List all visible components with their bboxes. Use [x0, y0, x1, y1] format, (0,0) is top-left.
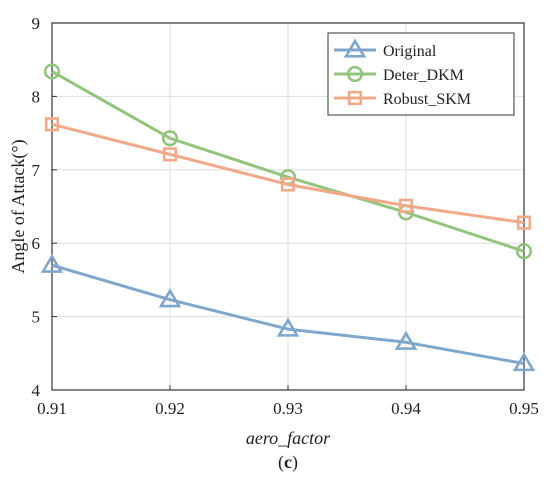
- y-tick-label: 5: [32, 308, 41, 327]
- y-tick-label: 7: [32, 161, 41, 180]
- legend-marker-deter-dkm: [346, 65, 364, 83]
- x-tick-label: 0.91: [37, 399, 67, 418]
- data-point-deter-dkm: [515, 243, 533, 260]
- data-point-robust-skm: [280, 177, 296, 192]
- x-axis-label: aero_factor: [246, 428, 331, 448]
- data-point-original: [394, 330, 418, 350]
- data-point-original: [40, 253, 64, 273]
- legend-label-robust-skm: Robust_SKM: [383, 91, 471, 108]
- data-point-robust-skm: [44, 117, 60, 132]
- y-axis-ticks: 4 5 6 7 8 9: [32, 14, 57, 400]
- legend-label-original: Original: [383, 43, 437, 60]
- legend-marker-robust-skm: [347, 90, 363, 106]
- series-layer: [40, 63, 536, 372]
- legend-label-deter-dkm: Deter_DKM: [383, 67, 464, 84]
- series-line-original: [51, 263, 525, 366]
- x-tick-label: 0.92: [155, 399, 185, 418]
- y-axis-label: Angle of Attack(°): [8, 139, 29, 273]
- x-tick-label: 0.95: [509, 399, 539, 418]
- figure-caption: (c): [278, 452, 298, 473]
- series-line-robust-skm: [51, 122, 525, 225]
- y-tick-label: 6: [32, 234, 41, 253]
- x-tick-label: 0.94: [391, 399, 421, 418]
- data-point-original: [158, 288, 182, 308]
- y-tick-label: 8: [32, 87, 41, 106]
- data-point-robust-skm: [516, 215, 532, 230]
- y-tick-label: 9: [32, 14, 41, 33]
- legend: Original Deter_DKM Robust_SKM: [327, 32, 515, 116]
- data-point-deter-dkm: [161, 130, 179, 147]
- data-point-original: [512, 352, 536, 372]
- data-point-robust-skm: [398, 198, 414, 213]
- caption-prefix: (: [278, 452, 284, 473]
- legend-marker-original: [343, 38, 367, 58]
- series-original: [40, 253, 536, 372]
- caption-letter: c: [284, 452, 292, 472]
- y-tick-label: 4: [32, 381, 41, 400]
- data-point-deter-dkm: [43, 63, 61, 80]
- series-line-deter-dkm: [51, 70, 525, 253]
- x-tick-label: 0.93: [273, 399, 303, 418]
- caption-suffix: ): [292, 452, 298, 473]
- data-point-robust-skm: [162, 147, 178, 162]
- series-robust-skm: [44, 117, 532, 230]
- data-point-original: [276, 317, 300, 337]
- x-axis-ticks: 0.91 0.92 0.93 0.94 0.95: [37, 385, 539, 418]
